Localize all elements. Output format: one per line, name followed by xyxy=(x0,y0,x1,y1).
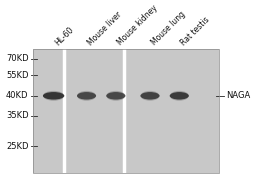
Ellipse shape xyxy=(170,91,189,101)
Text: 70KD: 70KD xyxy=(6,54,29,63)
Text: 55KD: 55KD xyxy=(6,71,29,80)
Ellipse shape xyxy=(106,91,125,101)
Text: 35KD: 35KD xyxy=(6,111,29,120)
Ellipse shape xyxy=(77,92,96,100)
Ellipse shape xyxy=(43,92,64,100)
Text: NAGA: NAGA xyxy=(226,91,251,100)
Text: Rat testis: Rat testis xyxy=(179,15,211,47)
Bar xyxy=(34,49,219,173)
Text: Mouse lung: Mouse lung xyxy=(150,10,187,47)
Text: HL-60: HL-60 xyxy=(54,25,76,47)
Text: Mouse liver: Mouse liver xyxy=(87,10,124,47)
Ellipse shape xyxy=(141,92,159,100)
Ellipse shape xyxy=(43,91,64,101)
Ellipse shape xyxy=(77,91,96,101)
Ellipse shape xyxy=(141,91,159,101)
Text: Mouse kidney: Mouse kidney xyxy=(116,3,159,47)
Ellipse shape xyxy=(106,92,125,100)
Ellipse shape xyxy=(170,92,189,100)
Text: 40KD: 40KD xyxy=(6,91,29,100)
Text: 25KD: 25KD xyxy=(6,142,29,151)
Bar xyxy=(34,49,219,173)
